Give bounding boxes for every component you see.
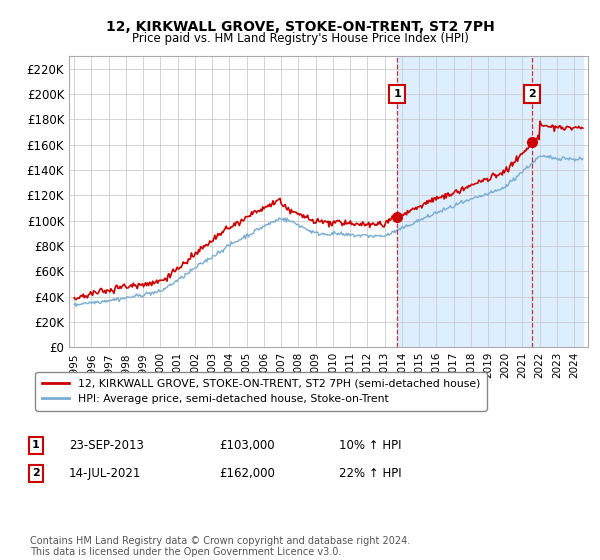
- Bar: [397, 56, 583, 347]
- Text: £162,000: £162,000: [219, 466, 275, 480]
- Text: 2: 2: [32, 468, 40, 478]
- Text: 1: 1: [393, 89, 401, 99]
- Text: Contains HM Land Registry data © Crown copyright and database right 2024.
This d: Contains HM Land Registry data © Crown c…: [30, 535, 410, 557]
- Text: 23-SEP-2013: 23-SEP-2013: [69, 438, 144, 452]
- Text: 14-JUL-2021: 14-JUL-2021: [69, 466, 142, 480]
- Text: 10% ↑ HPI: 10% ↑ HPI: [339, 438, 401, 452]
- Text: 1: 1: [32, 440, 40, 450]
- Text: 2: 2: [528, 89, 536, 99]
- Text: Price paid vs. HM Land Registry's House Price Index (HPI): Price paid vs. HM Land Registry's House …: [131, 32, 469, 45]
- Text: 22% ↑ HPI: 22% ↑ HPI: [339, 466, 401, 480]
- Legend: 12, KIRKWALL GROVE, STOKE-ON-TRENT, ST2 7PH (semi-detached house), HPI: Average : 12, KIRKWALL GROVE, STOKE-ON-TRENT, ST2 …: [35, 372, 487, 410]
- Text: £103,000: £103,000: [219, 438, 275, 452]
- Text: 12, KIRKWALL GROVE, STOKE-ON-TRENT, ST2 7PH: 12, KIRKWALL GROVE, STOKE-ON-TRENT, ST2 …: [106, 20, 494, 34]
